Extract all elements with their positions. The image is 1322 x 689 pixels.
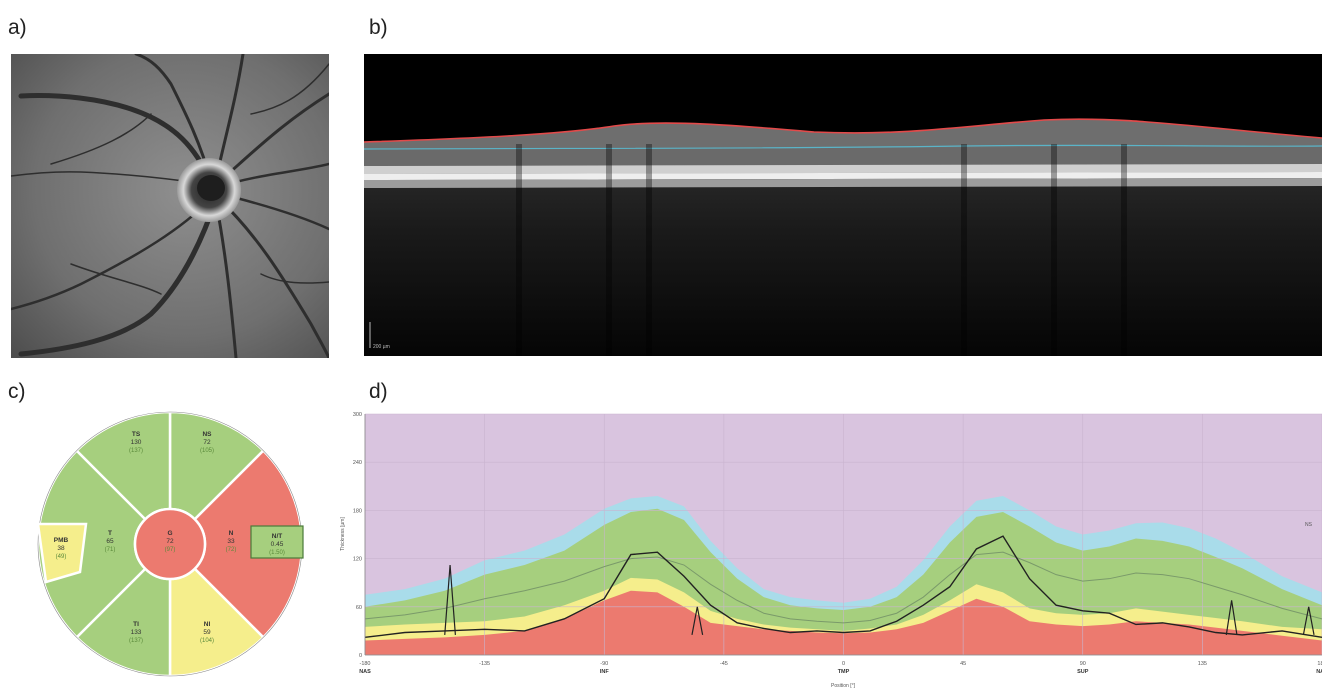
sector-value: 72 — [166, 538, 174, 545]
sector-g-labels: G72 (97) — [165, 530, 176, 553]
sector-value: 72 — [203, 439, 211, 446]
sector-value: 133 — [131, 629, 142, 636]
y-tick-label: 60 — [356, 605, 362, 611]
vessel-spike — [1302, 606, 1315, 636]
x-tick-label: 90 — [1080, 661, 1086, 667]
sector-normative-value: (49) — [56, 554, 67, 560]
sector-wheel: TS130(137)NS72(105)T65(71)G72(97)N33(72)… — [36, 410, 304, 678]
sector-g — [133, 507, 207, 581]
x-tick-label: -45 — [720, 661, 728, 667]
sector-t-labels: T65 (71) — [105, 530, 116, 553]
x-tick-label: 0 — [842, 661, 845, 667]
sector-axis-label: NAS — [359, 669, 371, 675]
sector-value: 65 — [106, 538, 114, 545]
y-tick-label: 120 — [353, 557, 362, 563]
oct-scan-image: 200 µm — [364, 54, 1322, 356]
panel-label-a: a) — [8, 16, 27, 39]
sector-value: 130 — [131, 439, 142, 446]
y-axis-label: Thickness [µm] — [340, 517, 346, 551]
sector-name: G — [167, 530, 172, 537]
sector-n-labels: N33 (72) — [226, 530, 237, 553]
sector-normative-value: (1.50) — [269, 550, 285, 556]
vessel-spike — [691, 606, 704, 636]
sector-name: N/T — [272, 533, 283, 540]
sector-axis-label: TMP — [838, 669, 850, 675]
retinal-layers — [364, 119, 1322, 188]
y-tick-label: 180 — [353, 508, 362, 514]
x-tick-label: 135 — [1198, 661, 1207, 667]
panel-label-b: b) — [369, 16, 388, 39]
sector-normative-value: (97) — [165, 547, 176, 553]
x-axis-label: Position [°] — [831, 683, 856, 689]
sector-name: T — [108, 530, 112, 537]
fundus-image — [11, 54, 329, 358]
y-tick-label: 240 — [353, 460, 362, 466]
sector-axis-label: NAS — [1316, 669, 1322, 675]
right-annotation: NS — [1305, 522, 1313, 528]
sector-axis-label: INF — [600, 669, 610, 675]
vessel-spike — [444, 564, 456, 635]
sector-name: NI — [204, 621, 211, 628]
x-tick-label: 180 — [1317, 661, 1322, 667]
sector-name: N — [229, 530, 234, 537]
x-tick-label: -180 — [359, 661, 370, 667]
sector-value: 59 — [203, 629, 211, 636]
measured-thickness-line — [364, 535, 1322, 639]
nt-ratio-box — [250, 525, 304, 559]
x-tick-label: -90 — [600, 661, 608, 667]
sector-axis-label: SUP — [1077, 669, 1089, 675]
sector-normative-value: (137) — [129, 638, 143, 644]
sector-value: 33 — [227, 538, 235, 545]
y-tick-label: 300 — [353, 412, 362, 418]
sector-nt-labels: N/T0.45 (1.50) — [269, 533, 285, 556]
normative-mean-line — [364, 551, 1322, 624]
x-tick-label: -135 — [479, 661, 490, 667]
sector-normative-value: (137) — [129, 448, 143, 454]
sector-value: 38 — [57, 545, 65, 552]
sector-normative-value: (71) — [105, 547, 116, 553]
sector-name: PMB — [54, 537, 69, 544]
scale-bar-label: 200 µm — [373, 344, 390, 350]
panel-label-d: d) — [369, 380, 388, 403]
sector-normative-value: (105) — [200, 448, 214, 454]
sector-normative-value: (72) — [226, 547, 237, 553]
panel-label-c: c) — [8, 380, 26, 403]
sector-name: TI — [133, 621, 139, 628]
y-tick-label: 0 — [359, 653, 362, 659]
sector-pmb — [36, 522, 88, 584]
sector-value: 0.45 — [271, 541, 284, 548]
ilm-boundary — [364, 118, 1322, 143]
rnfl-boundary — [364, 144, 1322, 150]
thickness-profile-chart: 0 60 120 180 240 300 -180 -135 -90 -45 0 45 90 135 180… — [340, 412, 1322, 689]
sector-normative-value: (104) — [200, 638, 214, 644]
x-tick-label: 45 — [960, 661, 966, 667]
sector-name: TS — [132, 431, 141, 438]
sector-name: NS — [202, 431, 212, 438]
vessel-spike — [1225, 600, 1238, 636]
